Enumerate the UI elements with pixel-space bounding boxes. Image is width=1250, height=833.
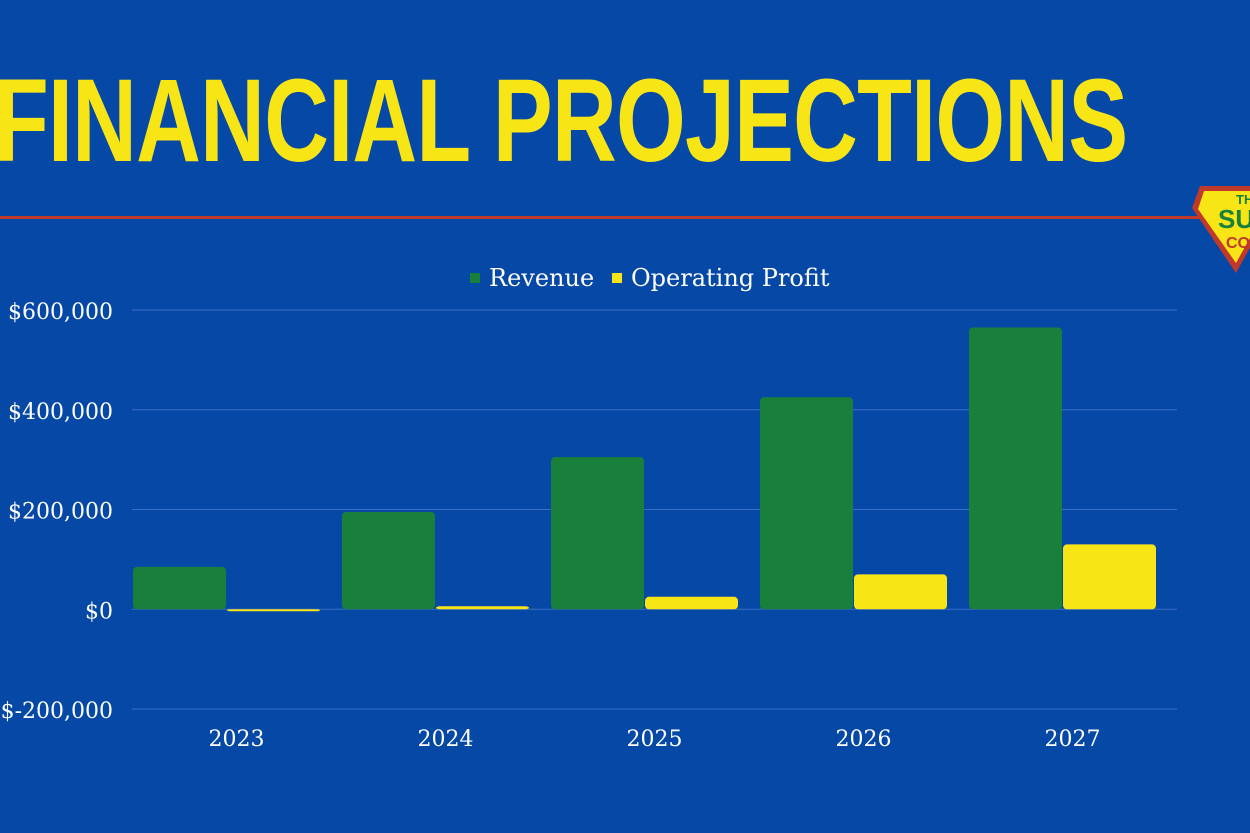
svg-text:SU: SU xyxy=(1218,204,1250,234)
x-axis-ticks: 2023 2024 2025 2026 2027 xyxy=(209,727,1101,752)
bar-operating-profit-2024 xyxy=(436,606,529,610)
bar-revenue-2027 xyxy=(969,327,1062,610)
chart-bars xyxy=(133,327,1156,612)
page-title: FINANCIAL PROJECTIONS xyxy=(0,55,1128,187)
y-tick-label: $200,000 xyxy=(8,500,113,525)
bar-revenue-2026 xyxy=(760,397,853,610)
y-axis-ticks: $600,000 $400,000 $200,000 $0 $-200,000 xyxy=(1,300,113,724)
bar-operating-profit-2023 xyxy=(227,609,320,612)
bar-revenue-2024 xyxy=(342,511,435,610)
bar-revenue-2023 xyxy=(133,566,226,610)
x-tick-label: 2023 xyxy=(209,727,265,752)
legend-swatch-revenue xyxy=(470,273,480,283)
bar-operating-profit-2027 xyxy=(1063,544,1156,610)
y-tick-label: $400,000 xyxy=(8,400,113,425)
bar-operating-profit-2025 xyxy=(645,596,738,610)
x-tick-label: 2026 xyxy=(836,727,892,752)
svg-text:TH: TH xyxy=(1236,192,1250,207)
logo-badge-icon: TH SU CO xyxy=(1192,186,1250,273)
x-tick-label: 2024 xyxy=(418,727,474,752)
y-tick-label: $-200,000 xyxy=(1,699,113,724)
title-divider xyxy=(0,216,1215,219)
bar-operating-profit-2026 xyxy=(854,574,947,610)
legend-label: Operating Profit xyxy=(631,264,830,292)
y-tick-label: $600,000 xyxy=(8,300,113,325)
bar-revenue-2025 xyxy=(551,457,644,610)
x-tick-label: 2025 xyxy=(627,727,683,752)
legend-swatch-operating-profit xyxy=(612,273,622,283)
legend-label: Revenue xyxy=(489,264,594,292)
svg-text:CO: CO xyxy=(1226,235,1250,252)
chart-legend: Revenue Operating Profit xyxy=(470,264,830,292)
y-tick-label: $0 xyxy=(85,599,113,624)
x-tick-label: 2027 xyxy=(1045,727,1101,752)
